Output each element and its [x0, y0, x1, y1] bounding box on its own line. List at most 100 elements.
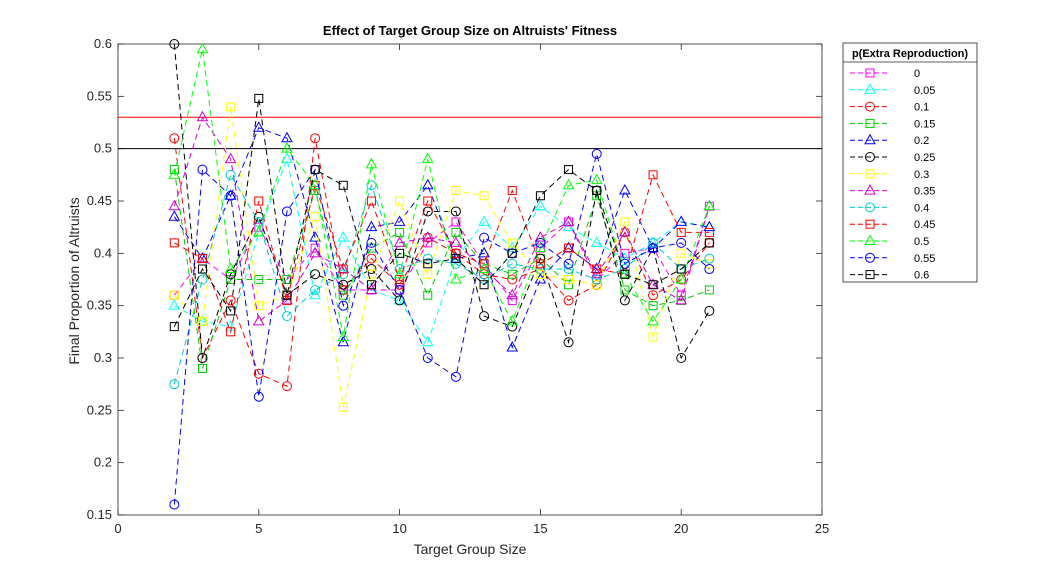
legend-label: 0.45	[914, 219, 935, 231]
data-point	[675, 293, 688, 305]
data-point	[224, 152, 237, 164]
legend-label: 0.1	[914, 102, 929, 114]
data-point	[592, 186, 602, 196]
data-point	[507, 248, 517, 258]
data-point	[393, 267, 406, 279]
data-point	[592, 280, 602, 290]
data-point	[310, 243, 320, 253]
data-point	[563, 258, 574, 269]
data-point	[309, 246, 321, 258]
legend-marker	[865, 118, 875, 128]
data-point	[169, 499, 180, 510]
data-point	[366, 237, 377, 248]
data-point	[648, 237, 659, 248]
series-line	[173, 43, 710, 360]
legend: p(Extra Reproduction) 0 0.05 0.1 0.15 0.2 0.2…	[842, 42, 978, 283]
data-point	[169, 379, 180, 390]
data-point	[169, 39, 180, 49]
data-point	[365, 220, 378, 232]
data-point	[564, 165, 574, 175]
legend-marker	[865, 219, 875, 229]
data-point	[282, 290, 292, 300]
data-point	[281, 131, 293, 143]
data-point	[619, 184, 631, 195]
series-line	[173, 106, 710, 408]
legend-marker	[864, 234, 876, 245]
legend-item: 0.45	[850, 219, 935, 231]
data-point	[620, 285, 630, 295]
data-point	[365, 157, 378, 169]
legend-item: 0.3	[850, 169, 929, 181]
data-point	[169, 133, 180, 144]
data-point	[421, 152, 434, 164]
series-0.5	[168, 42, 716, 342]
data-point	[534, 231, 547, 242]
data-point	[366, 253, 377, 264]
legend-label: 0	[914, 68, 920, 80]
data-point	[197, 353, 208, 363]
data-point	[338, 264, 348, 274]
data-point	[591, 148, 602, 159]
data-point	[479, 259, 489, 269]
data-point	[168, 199, 181, 211]
data-point	[224, 189, 237, 200]
data-point	[478, 215, 490, 226]
data-point	[309, 231, 321, 242]
data-point	[337, 231, 350, 242]
y-tick-label: 0.4	[94, 245, 112, 260]
y-tick-label: 0.3	[94, 350, 112, 365]
data-point	[535, 237, 546, 248]
data-point	[253, 391, 264, 402]
data-point	[563, 337, 574, 348]
data-point	[450, 272, 462, 284]
y-tick-label: 0.55	[87, 88, 112, 103]
data-point	[224, 262, 237, 274]
data-point	[338, 180, 348, 190]
data-point	[421, 231, 434, 242]
data-point	[704, 253, 715, 264]
legend-item: 0	[850, 68, 920, 80]
data-point	[254, 301, 264, 311]
legend-item: 0.55	[850, 252, 935, 265]
x-tick-label: 25	[815, 521, 829, 536]
data-point	[564, 275, 574, 284]
data-point	[393, 215, 406, 226]
y-tick-label: 0.2	[94, 455, 112, 470]
data-point	[648, 332, 658, 342]
series-line	[173, 127, 710, 350]
data-point	[704, 285, 714, 295]
data-point	[703, 220, 716, 232]
data-point	[479, 269, 490, 280]
data-point	[366, 269, 376, 279]
legend-label: 0.15	[914, 118, 935, 130]
legend-label: 0.5	[914, 236, 929, 248]
data-point	[451, 254, 461, 264]
x-tick-label: 0	[114, 521, 121, 536]
legend-box	[842, 42, 978, 283]
legend-item: 0.15	[850, 118, 935, 130]
series-0.55	[169, 148, 715, 510]
y-tick-label: 0.5	[94, 141, 112, 156]
series-line	[173, 49, 710, 338]
data-point	[421, 335, 434, 347]
data-point	[254, 93, 264, 103]
data-point	[676, 264, 686, 274]
data-point	[366, 264, 377, 275]
data-point	[168, 168, 181, 179]
data-point	[676, 237, 687, 248]
plot-area: 0 5 10 15 20 25 0.15 0.2 0.25 0.3 0.35 0.4 0.45 0.5 0.…	[87, 36, 830, 536]
legend-item: 0.6	[850, 270, 929, 282]
data-point	[450, 371, 461, 382]
data-point	[393, 293, 406, 305]
data-point	[169, 290, 179, 300]
data-point	[337, 330, 350, 342]
data-point	[703, 199, 716, 211]
data-point	[225, 190, 236, 201]
data-point	[535, 191, 545, 201]
data-point	[676, 248, 686, 258]
data-point	[226, 102, 236, 112]
data-point	[479, 232, 490, 243]
data-point	[535, 264, 546, 275]
legend-item: 0.5	[850, 234, 929, 248]
data-point	[592, 264, 602, 274]
